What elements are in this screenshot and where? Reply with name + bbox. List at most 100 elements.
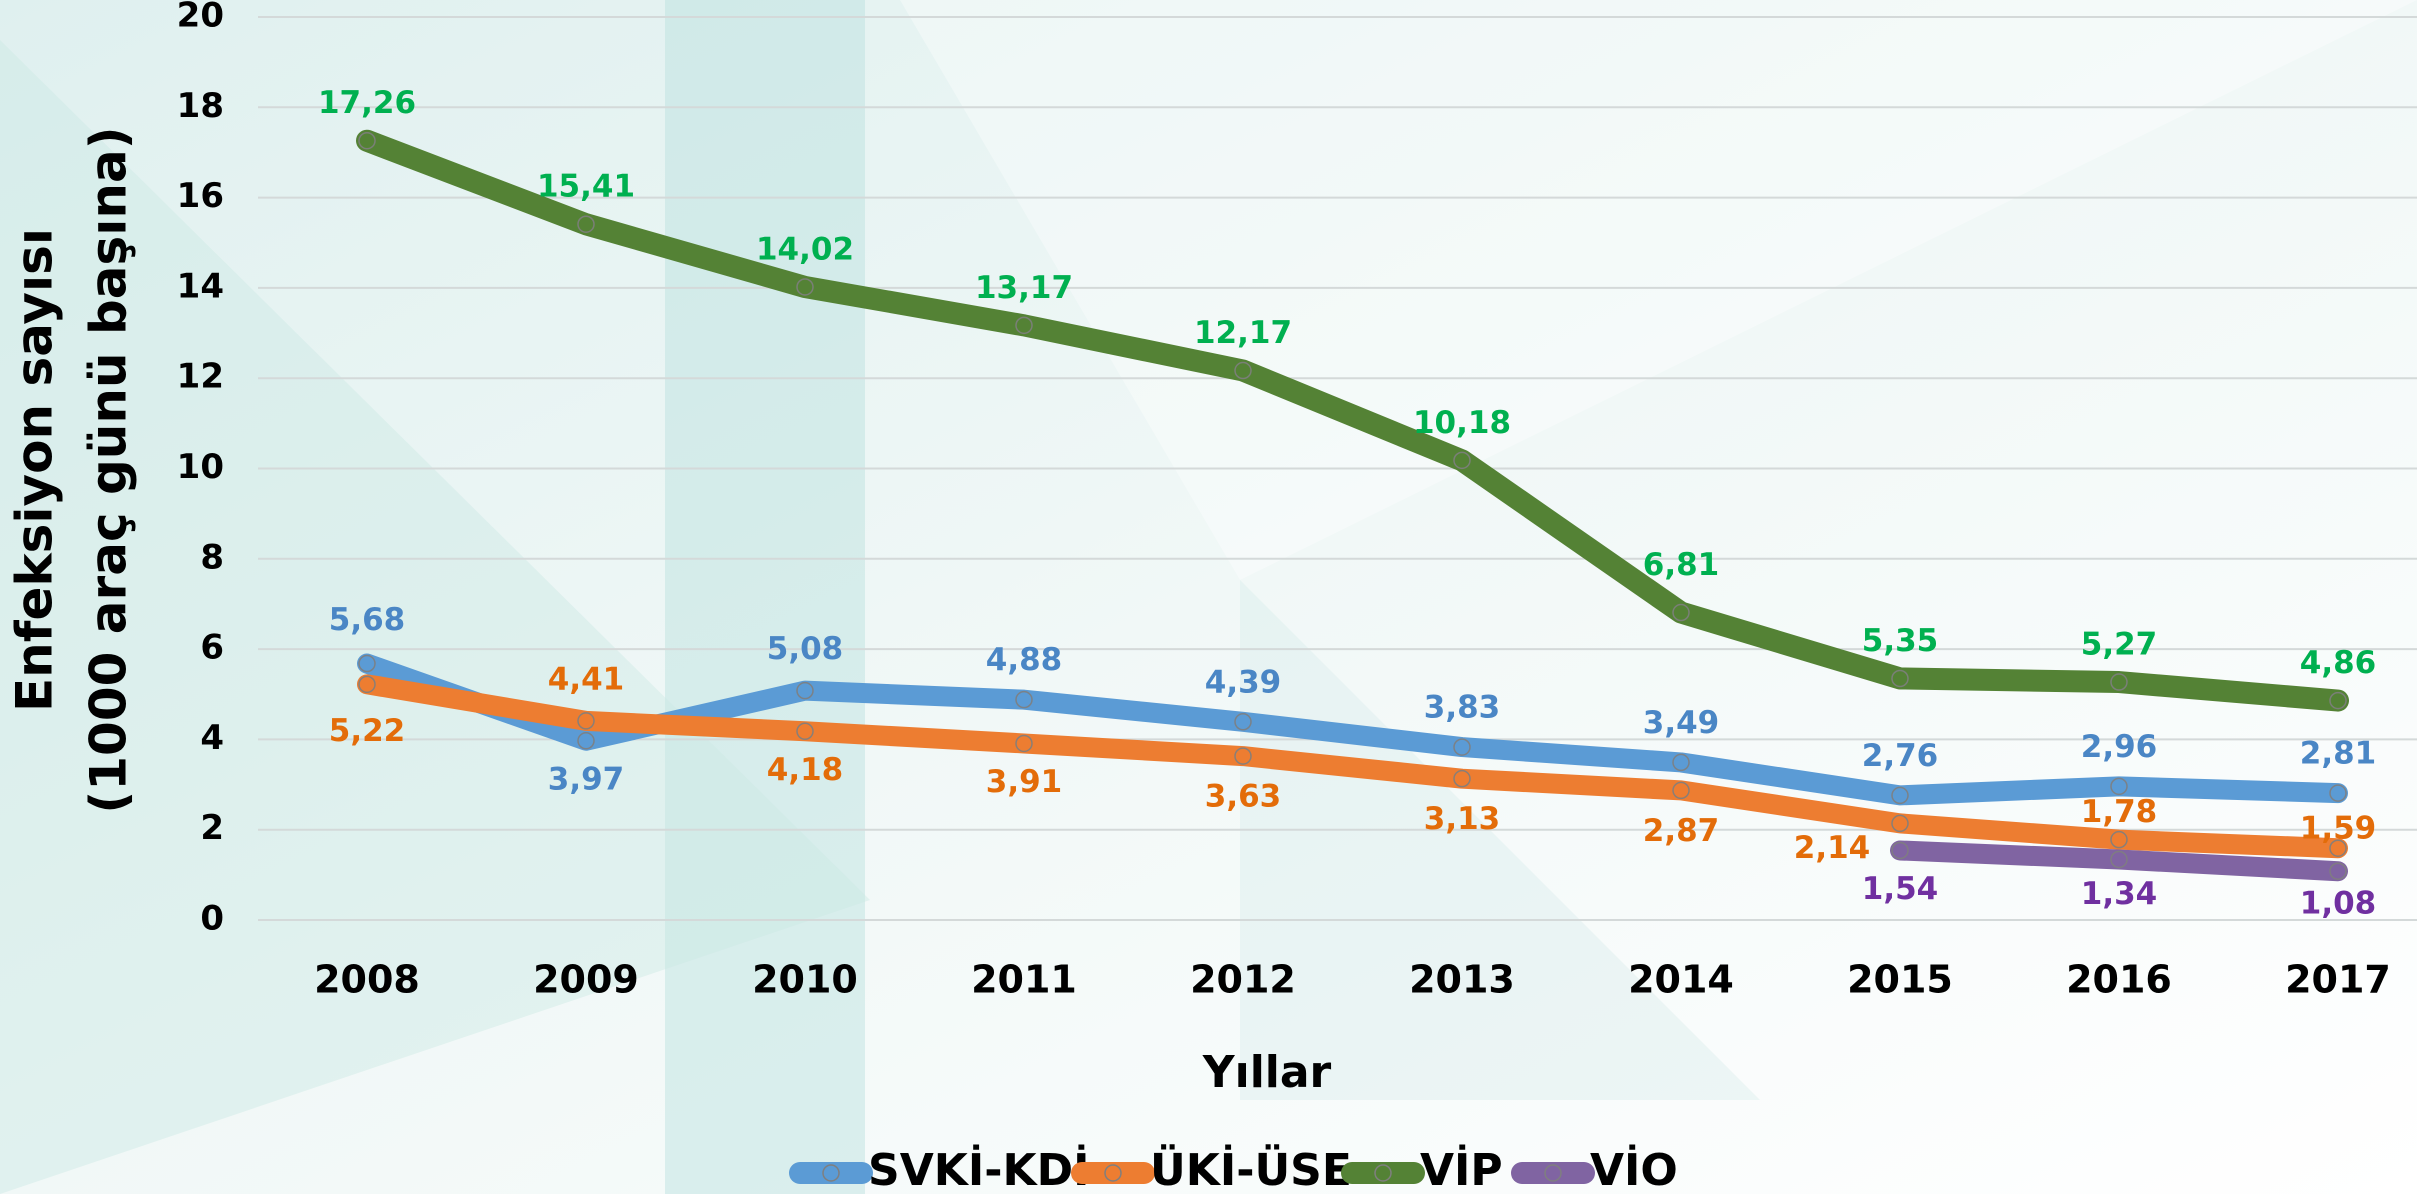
data-point bbox=[1891, 814, 1909, 833]
legend-label: ÜKİ-ÜSE bbox=[1150, 1143, 1352, 1194]
data-label: 4,88 bbox=[986, 642, 1063, 678]
data-label: 3,49 bbox=[1643, 705, 1720, 741]
data-label: 3,91 bbox=[986, 764, 1063, 800]
data-point bbox=[1234, 747, 1252, 765]
x-tick-label: 2016 bbox=[2066, 958, 2172, 1002]
data-point bbox=[796, 681, 814, 700]
data-label: 15,41 bbox=[537, 169, 635, 205]
legend-marker bbox=[822, 1164, 840, 1182]
data-point bbox=[1672, 603, 1690, 622]
x-tick-label: 2015 bbox=[1847, 958, 1953, 1002]
data-label: 14,02 bbox=[756, 231, 854, 267]
y-tick-label: 0 bbox=[200, 899, 224, 939]
y-tick-label: 16 bbox=[177, 176, 224, 216]
legend-label: SVKİ-KDİ bbox=[868, 1143, 1089, 1194]
data-label: 5,08 bbox=[767, 631, 844, 667]
data-point bbox=[2110, 830, 2128, 849]
data-label: 5,27 bbox=[2081, 627, 2158, 663]
data-point bbox=[1891, 669, 1909, 688]
data-label: 3,63 bbox=[1205, 779, 1282, 815]
data-label: 13,17 bbox=[975, 270, 1073, 306]
legend-label: VİP bbox=[1420, 1143, 1503, 1194]
data-label: 1,78 bbox=[2081, 794, 2158, 830]
y-tick-label: 20 bbox=[177, 0, 224, 36]
decor bbox=[900, 0, 2417, 580]
y-tick-label: 6 bbox=[200, 628, 224, 668]
data-point bbox=[2110, 673, 2128, 691]
data-point bbox=[577, 732, 595, 750]
data-point bbox=[577, 215, 595, 233]
data-point bbox=[1234, 713, 1252, 731]
data-label: 1,54 bbox=[1862, 871, 1939, 907]
data-label: 3,13 bbox=[1424, 801, 1501, 837]
data-label: 3,83 bbox=[1424, 690, 1501, 726]
data-label: 1,08 bbox=[2300, 886, 2377, 922]
series-line bbox=[357, 653, 2348, 806]
data-label: 2,76 bbox=[1862, 738, 1939, 774]
y-tick-label: 12 bbox=[177, 357, 224, 397]
legend-marker bbox=[1374, 1164, 1392, 1182]
x-tick-label: 2017 bbox=[2285, 958, 2391, 1002]
data-point bbox=[2329, 839, 2347, 857]
data-point bbox=[1453, 451, 1471, 470]
x-tick-label: 2009 bbox=[533, 958, 639, 1002]
data-label: 4,18 bbox=[767, 752, 844, 788]
x-tick-label: 2010 bbox=[752, 958, 858, 1002]
y-tick-label: 8 bbox=[200, 537, 224, 577]
data-point bbox=[1891, 841, 1909, 860]
data-point bbox=[2329, 862, 2347, 880]
data-point bbox=[2110, 777, 2128, 796]
x-tick-label: 2012 bbox=[1190, 958, 1296, 1002]
data-point bbox=[1453, 738, 1471, 756]
legend-marker bbox=[1104, 1164, 1122, 1182]
y-axis-title: (1000 araç günü başına) bbox=[80, 126, 138, 813]
legend-marker bbox=[1544, 1164, 1562, 1182]
decor bbox=[665, 0, 865, 1194]
data-point bbox=[2110, 850, 2128, 869]
data-label: 4,41 bbox=[548, 661, 625, 697]
y-tick-label: 2 bbox=[200, 808, 224, 848]
series-line bbox=[356, 129, 2349, 712]
data-point bbox=[1672, 781, 1690, 800]
data-point bbox=[358, 131, 376, 150]
data-point bbox=[1672, 753, 1690, 772]
data-point bbox=[358, 675, 376, 694]
data-label: 1,34 bbox=[2081, 876, 2158, 912]
data-point bbox=[1234, 361, 1252, 380]
data-label: 2,14 bbox=[1794, 830, 1871, 866]
y-axis-title: Enfeksiyon sayısı bbox=[6, 228, 64, 712]
data-point bbox=[2329, 784, 2347, 802]
legend-label: VİO bbox=[1590, 1143, 1678, 1194]
data-point bbox=[358, 654, 376, 673]
data-point bbox=[2329, 691, 2347, 710]
data-point bbox=[1015, 690, 1033, 709]
data-label: 5,22 bbox=[329, 713, 406, 749]
data-label: 5,35 bbox=[1862, 623, 1939, 659]
data-point bbox=[1015, 316, 1033, 335]
data-label: 10,18 bbox=[1413, 405, 1511, 441]
x-tick-label: 2013 bbox=[1409, 958, 1515, 1002]
decor bbox=[0, 40, 870, 1194]
data-label: 2,81 bbox=[2300, 736, 2377, 772]
data-label: 1,59 bbox=[2300, 811, 2377, 847]
data-point bbox=[796, 278, 814, 296]
data-point bbox=[1015, 734, 1033, 753]
series-line bbox=[357, 674, 2348, 859]
data-label: 5,68 bbox=[329, 602, 406, 638]
data-label: 17,26 bbox=[318, 85, 416, 121]
data-label: 6,81 bbox=[1643, 547, 1720, 583]
y-tick-label: 18 bbox=[177, 86, 224, 126]
x-tick-label: 2008 bbox=[314, 958, 420, 1002]
data-label: 3,97 bbox=[548, 761, 625, 797]
data-label: 4,86 bbox=[2300, 645, 2377, 681]
data-label: 2,96 bbox=[2081, 729, 2158, 765]
x-axis-title: Yıllar bbox=[1202, 1047, 1332, 1098]
data-point bbox=[796, 722, 814, 741]
data-label: 4,39 bbox=[1205, 664, 1282, 700]
data-label: 2,87 bbox=[1643, 813, 1720, 849]
y-tick-label: 4 bbox=[200, 718, 224, 758]
data-label: 12,17 bbox=[1194, 315, 1292, 351]
